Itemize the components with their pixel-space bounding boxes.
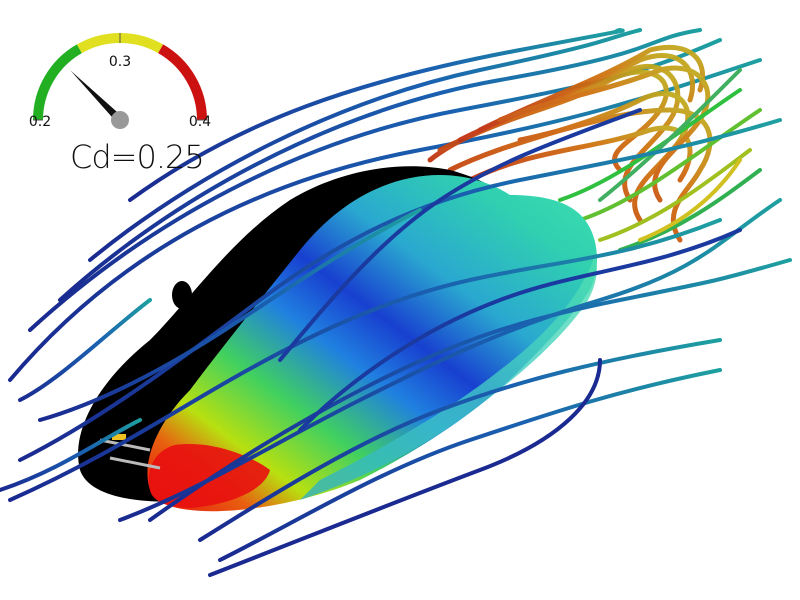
drag-coefficient-readout: Cd=0.25 [70, 138, 205, 176]
gauge-hub [111, 111, 129, 129]
gauge-zone-2 [158, 44, 207, 121]
gauge-ticks: 0.2 0.3 0.4 [29, 33, 211, 130]
car-mirror [172, 281, 192, 309]
car-body [147, 175, 597, 512]
wake-vortex [427, 44, 713, 243]
gauge-tick-label-1: 0.3 [109, 54, 131, 70]
streamlines-front [0, 108, 792, 577]
drag-gauge: 0.2 0.3 0.4 [29, 33, 211, 130]
gauge-zone-0 [33, 44, 82, 121]
car-headlight [112, 434, 126, 440]
car-side-panel [300, 255, 597, 500]
gauge-tick-label-2: 0.4 [189, 114, 211, 130]
gauge-tick-label-0: 0.2 [29, 114, 51, 130]
car-grille [99, 438, 161, 470]
gauge-zones [33, 33, 207, 121]
gauge-needle-pointer [70, 70, 123, 123]
gauge-needle [70, 70, 129, 129]
